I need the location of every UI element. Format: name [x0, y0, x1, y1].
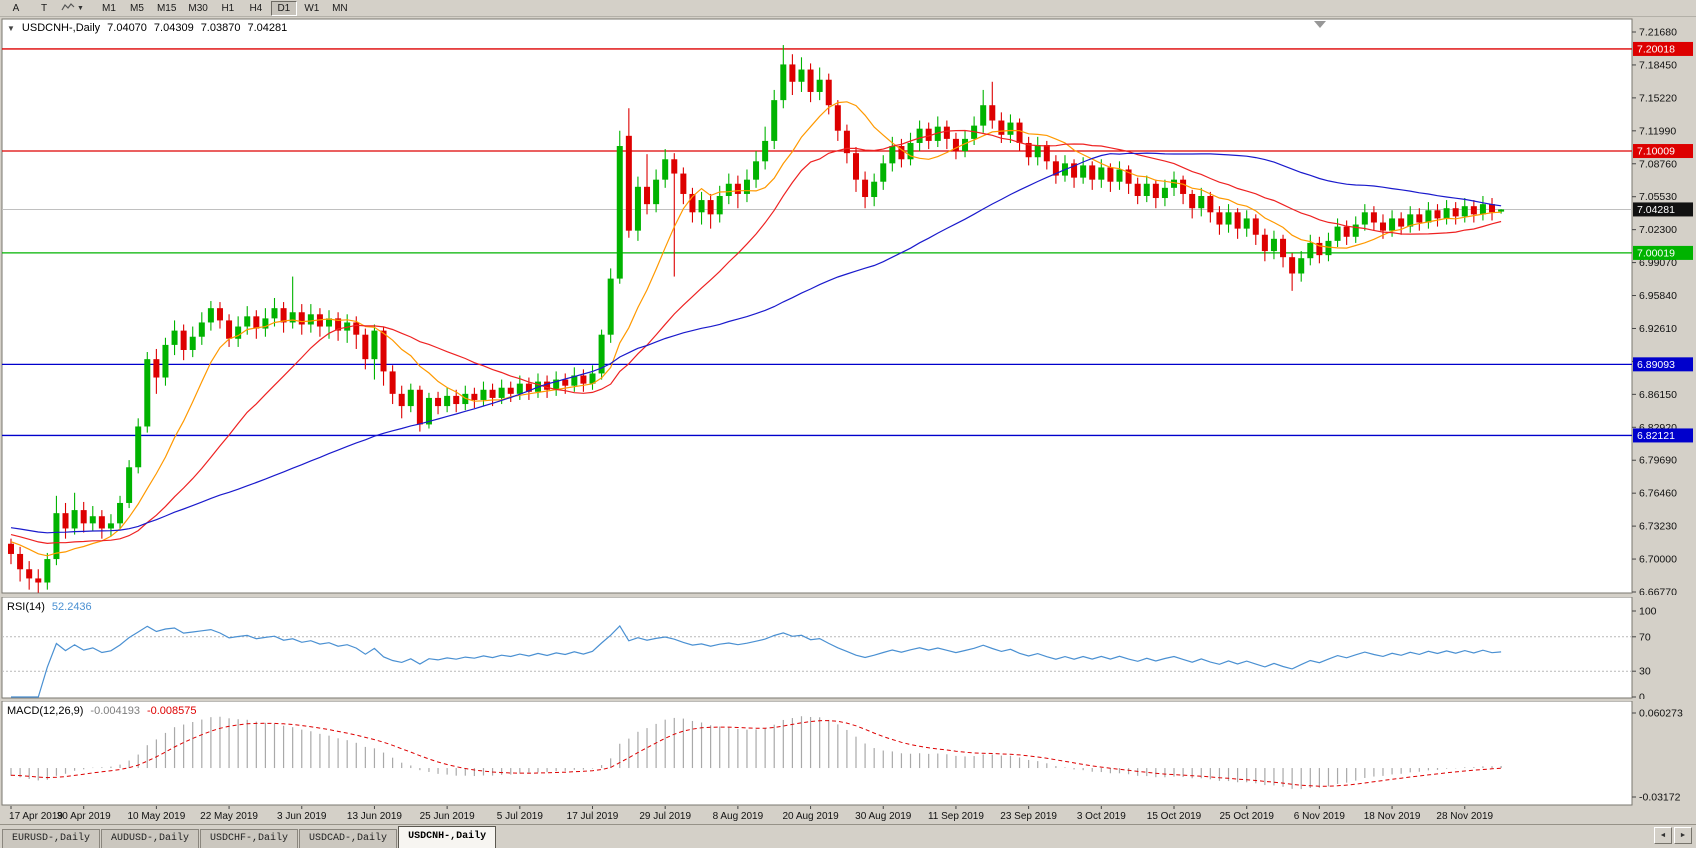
date-axis[interactable]: 17 Apr 2019 30 Apr 2019 10 May 2019 22 May … [0, 806, 1696, 824]
price-tick: 6.76460 [1639, 488, 1677, 500]
svg-text:7.20018: 7.20018 [1637, 43, 1675, 55]
date-label: 28 Nov 2019 [1436, 811, 1493, 822]
date-label: 13 Jun 2019 [347, 811, 402, 822]
tabs-scroll-right-icon[interactable]: ► [1674, 827, 1692, 844]
price-tick: 6.79690 [1639, 455, 1677, 467]
date-label: 3 Jun 2019 [277, 811, 327, 822]
macd-signal-line [10, 720, 1502, 787]
macd-scale-label: 0.060273 [1639, 708, 1683, 720]
price-tick: 6.86150 [1639, 389, 1677, 401]
date-label: 25 Jun 2019 [420, 811, 475, 822]
price-tick: 7.15220 [1639, 92, 1677, 104]
ma-10-line [10, 101, 1502, 557]
svg-text:7.10009: 7.10009 [1637, 146, 1675, 158]
svg-text:100: 100 [1639, 606, 1657, 618]
price-tick: 6.92610 [1639, 323, 1677, 335]
date-label: 17 Jul 2019 [567, 811, 619, 822]
date-label: 23 Sep 2019 [1000, 811, 1057, 822]
price-tick: 7.05530 [1639, 191, 1677, 203]
tab-eurusd[interactable]: EURUSD-,Daily [2, 829, 101, 848]
ma-55-line [10, 152, 1502, 534]
ma-22-line [10, 129, 1502, 545]
tabs-scroll-left-icon[interactable]: ◄ [1654, 827, 1672, 844]
timeframe-h1-button[interactable]: H1 [214, 0, 241, 16]
date-label: 17 Apr 2019 [9, 811, 63, 822]
date-label: 15 Oct 2019 [1147, 811, 1202, 822]
price-badge-7.00019[interactable] [1633, 245, 1693, 260]
timeframe-w1-button[interactable]: W1 [298, 0, 325, 16]
timeframe-h4-button[interactable]: H4 [242, 0, 269, 16]
price-tick: 6.70000 [1639, 554, 1677, 566]
date-label: 20 Aug 2019 [782, 811, 839, 822]
tab-usdcnh[interactable]: USDCNH-,Daily [398, 826, 497, 848]
tab-usdchf[interactable]: USDCHF-,Daily [200, 829, 299, 848]
date-label: 29 Jul 2019 [639, 811, 691, 822]
timeframe-m30-button[interactable]: M30 [183, 0, 213, 16]
date-label: 11 Sep 2019 [928, 811, 984, 822]
svg-text:7.04281: 7.04281 [1637, 204, 1675, 216]
price-tick: 7.21680 [1639, 27, 1677, 39]
price-tick: 6.66770 [1639, 587, 1677, 596]
rsi-line [11, 625, 1502, 698]
tab-usdcad[interactable]: USDCAD-,Daily [299, 829, 398, 848]
price-tick: 7.08760 [1639, 158, 1677, 170]
bid-price-badge[interactable] [1633, 202, 1693, 217]
rsi-panel[interactable]: 100 70 30 0 RSI(14) 52.2436 [0, 597, 1696, 699]
timeframe-group: M1 M5 M15 M30 H1 H4 D1 W1 MN [95, 0, 353, 16]
price-badge-6.89093[interactable] [1633, 357, 1693, 372]
chart-tabs: EURUSD-,Daily AUDUSD-,Daily USDCHF-,Daily U… [2, 826, 497, 848]
tab-audusd[interactable]: AUDUSD-,Daily [101, 829, 200, 848]
date-label: 6 Nov 2019 [1294, 811, 1346, 822]
timeframe-m1-button[interactable]: M1 [95, 0, 122, 16]
date-label: 18 Nov 2019 [1364, 811, 1421, 822]
tool-t-button[interactable]: T [31, 0, 57, 16]
tab-scroll-arrows: ◄ ► [1654, 827, 1692, 844]
price-tick: 6.95840 [1639, 290, 1677, 302]
line-style-icon [61, 0, 75, 17]
svg-text:70: 70 [1639, 631, 1651, 643]
toolbar-separator [88, 2, 96, 15]
date-label: 10 May 2019 [127, 811, 185, 822]
price-tick: 7.11990 [1639, 125, 1676, 137]
svg-text:6.89093: 6.89093 [1637, 359, 1675, 371]
price-tick: 6.73230 [1639, 521, 1677, 533]
svg-text:6.82121: 6.82121 [1637, 430, 1675, 442]
chart-tab-bar: EURUSD-,Daily AUDUSD-,Daily USDCHF-,Daily U… [0, 824, 1696, 848]
price-tick: 7.02300 [1639, 224, 1677, 236]
date-label: 25 Oct 2019 [1219, 811, 1274, 822]
price-badge-7.10009[interactable] [1633, 144, 1693, 159]
main-chart-panel[interactable]: 7.21680 7.18450 7.15220 7.11990 7.08760 7.055… [0, 18, 1696, 595]
timeframe-m15-button[interactable]: M15 [151, 0, 182, 16]
chart-shift-marker[interactable] [1314, 21, 1326, 28]
timeframe-mn-button[interactable]: MN [326, 0, 353, 16]
date-label: 22 May 2019 [200, 811, 258, 822]
price-tick: 6.99070 [1639, 257, 1677, 269]
macd-panel[interactable]: 0.060273 -0.03172 MACD(12,26,9) -0.004193… [0, 701, 1696, 806]
candlesticks [8, 45, 1505, 593]
price-badge-6.82121[interactable] [1633, 428, 1693, 443]
timeframe-m5-button[interactable]: M5 [123, 0, 150, 16]
rsi-plot-area [1, 597, 1633, 699]
macd-plot-area [1, 701, 1633, 806]
price-tick: 7.18450 [1639, 59, 1677, 71]
tool-a-button[interactable]: A [3, 0, 29, 16]
chevron-down-icon: ▼ [77, 4, 84, 12]
macd-scale-label: -0.03172 [1639, 792, 1681, 804]
svg-text:7.00019: 7.00019 [1637, 247, 1675, 259]
date-label: 3 Oct 2019 [1077, 811, 1126, 822]
date-label: 30 Apr 2019 [57, 811, 111, 822]
main-plot-area [1, 18, 1633, 594]
date-label: 8 Aug 2019 [713, 811, 764, 822]
timeframe-d1-button[interactable]: D1 [270, 0, 297, 16]
svg-text:0: 0 [1639, 692, 1645, 700]
macd-histogram [10, 716, 1502, 790]
svg-text:30: 30 [1639, 666, 1651, 678]
date-label: 30 Aug 2019 [855, 811, 912, 822]
chart-style-dropdown[interactable]: ▼ [57, 0, 88, 17]
price-badge-7.20018[interactable] [1633, 41, 1693, 56]
date-label: 5 Jul 2019 [497, 811, 544, 822]
